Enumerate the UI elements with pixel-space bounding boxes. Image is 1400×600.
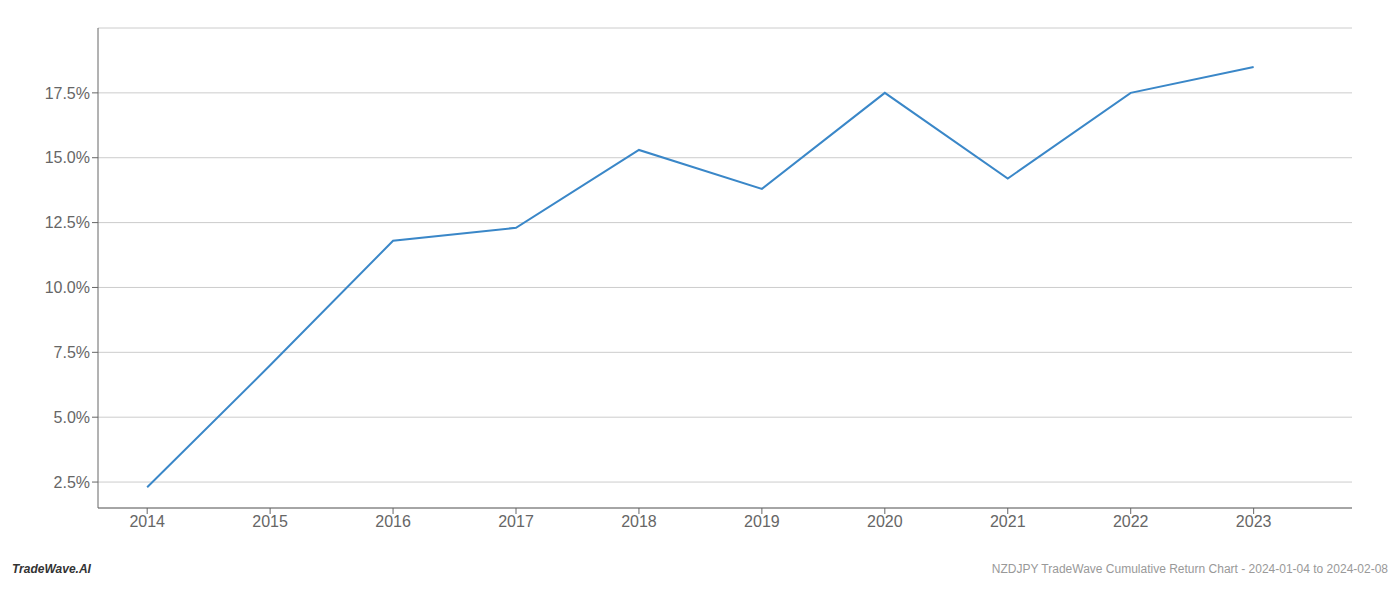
svg-text:2017: 2017 [498,513,534,530]
svg-text:2020: 2020 [867,513,903,530]
svg-text:2021: 2021 [990,513,1026,530]
svg-text:17.5%: 17.5% [45,85,90,102]
svg-text:2015: 2015 [252,513,288,530]
svg-text:2018: 2018 [621,513,657,530]
svg-text:10.0%: 10.0% [45,279,90,296]
svg-text:2023: 2023 [1236,513,1272,530]
svg-text:5.0%: 5.0% [54,409,90,426]
svg-text:2016: 2016 [375,513,411,530]
html-text:TradeWave.AI: TradeWave.AI [12,562,91,576]
svg-text:2014: 2014 [129,513,165,530]
svg-text:15.0%: 15.0% [45,149,90,166]
html-text:NZDJPY TradeWave Cumulative Re: NZDJPY TradeWave Cumulative Return Chart… [991,562,1388,576]
svg-text:7.5%: 7.5% [54,344,90,361]
svg-text:2019: 2019 [744,513,780,530]
svg-text:2.5%: 2.5% [54,474,90,491]
svg-text:12.5%: 12.5% [45,214,90,231]
svg-text:2022: 2022 [1113,513,1149,530]
